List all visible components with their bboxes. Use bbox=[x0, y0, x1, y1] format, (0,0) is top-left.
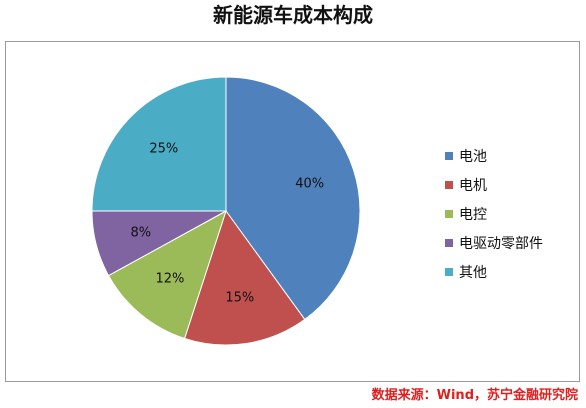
legend-item-5: 其他 bbox=[445, 257, 580, 286]
legend-label: 电池 bbox=[459, 148, 487, 165]
chart-legend: 电池电机电控电驱动零部件 其他 bbox=[445, 141, 580, 286]
slice-label-3: 12% bbox=[155, 271, 184, 286]
slice-label-1: 40% bbox=[295, 176, 324, 191]
legend-label: 电控 bbox=[459, 206, 487, 223]
source-note: 数据来源：Wind，苏宁金融研究院 bbox=[371, 388, 578, 403]
legend-label: 电机 bbox=[459, 177, 487, 194]
slice-label-5: 25% bbox=[149, 141, 178, 156]
legend-item-2: 电机 bbox=[445, 170, 580, 199]
legend-swatch bbox=[445, 267, 453, 276]
pie-slice-2 bbox=[183, 209, 306, 346]
legend-swatch bbox=[445, 238, 453, 247]
legend-label: 其他 bbox=[459, 264, 487, 281]
legend-item-3: 电控 bbox=[445, 199, 580, 228]
chart-title: 新能源车成本构成 bbox=[213, 3, 373, 27]
legend-label: 电驱动零部件 bbox=[459, 235, 543, 252]
slice-label-4: 8% bbox=[130, 225, 151, 240]
legend-item-4: 电驱动零部件 bbox=[445, 228, 580, 257]
legend-swatch bbox=[445, 209, 453, 218]
legend-swatch bbox=[445, 180, 453, 189]
legend-swatch bbox=[445, 151, 453, 160]
pie-slice-5 bbox=[91, 76, 227, 212]
slice-label-2: 15% bbox=[225, 290, 254, 305]
pie-slice-3 bbox=[107, 209, 227, 340]
legend-item-1: 电池 bbox=[445, 141, 580, 170]
pie-slice-1 bbox=[225, 76, 361, 321]
